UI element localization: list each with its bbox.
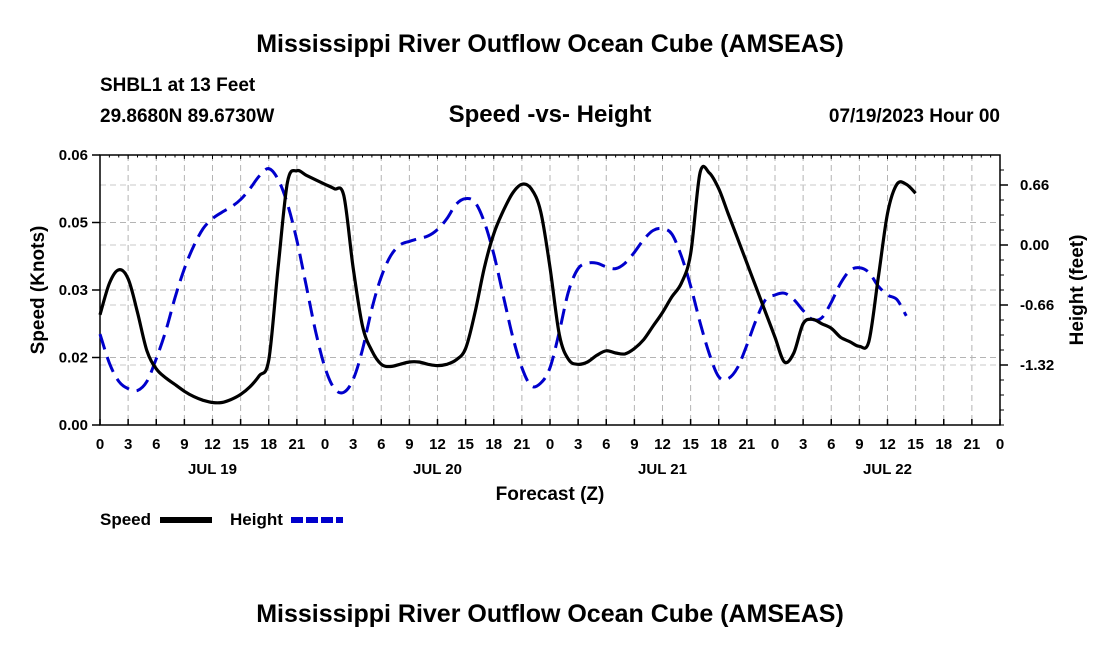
x-tick-label: 0 — [546, 436, 554, 453]
legend-speed-label: Speed — [100, 510, 151, 529]
left-tick-label: 0.06 — [59, 147, 88, 164]
x-tick-label: 12 — [654, 436, 671, 453]
x-tick-label: 21 — [289, 436, 306, 453]
left-tick-label: 0.03 — [59, 282, 88, 299]
right-axis-label: Height (feet) — [1067, 235, 1088, 346]
forecast-date-label: 07/19/2023 Hour 00 — [828, 106, 1000, 127]
right-tick-label: -0.66 — [1020, 297, 1054, 314]
x-tick-label: 9 — [855, 436, 863, 453]
day-label: JUL 21 — [638, 461, 687, 478]
x-tick-label: 15 — [232, 436, 249, 453]
right-tick-label: 0.00 — [1020, 237, 1049, 254]
station-label: SHBL1 at 13 Feet — [100, 75, 256, 96]
left-axis-label: Speed (Knots) — [28, 226, 49, 355]
x-tick-label: 6 — [377, 436, 385, 453]
x-tick-label: 6 — [152, 436, 160, 453]
right-tick-label: 0.66 — [1020, 177, 1049, 194]
x-tick-label: 0 — [96, 436, 104, 453]
x-tick-label: 6 — [827, 436, 835, 453]
x-tick-label: 21 — [514, 436, 531, 453]
legend: Speed Height — [100, 510, 343, 529]
x-tick-label: 3 — [574, 436, 582, 453]
x-tick-label: 18 — [260, 436, 277, 453]
coordinates-label: 29.8680N 89.6730W — [100, 106, 275, 127]
x-tick-label: 15 — [682, 436, 699, 453]
x-tick-label: 3 — [349, 436, 357, 453]
x-tick-label: 21 — [739, 436, 756, 453]
x-tick-label: 18 — [485, 436, 502, 453]
x-tick-label: 18 — [710, 436, 727, 453]
x-axis-label: Forecast (Z) — [496, 484, 605, 505]
x-tick-label: 12 — [879, 436, 896, 453]
x-tick-label: 6 — [602, 436, 610, 453]
left-tick-label: 0.05 — [59, 215, 88, 232]
left-tick-label: 0.02 — [59, 350, 88, 367]
x-tick-label: 15 — [907, 436, 924, 453]
legend-height-label: Height — [230, 510, 283, 529]
height-series-line — [98, 167, 908, 395]
day-label: JUL 22 — [863, 461, 912, 478]
chart-subtitle: Speed -vs- Height — [448, 101, 652, 128]
x-tick-label: 21 — [964, 436, 981, 453]
x-tick-label: 3 — [124, 436, 132, 453]
footer-title: Mississippi River Outflow Ocean Cube (AM… — [256, 600, 844, 628]
grid-lines — [100, 155, 1000, 425]
x-tick-label: 0 — [771, 436, 779, 453]
x-tick-label: 3 — [799, 436, 807, 453]
x-tick-label: 9 — [630, 436, 638, 453]
x-tick-label: 18 — [935, 436, 952, 453]
x-tick-label: 9 — [405, 436, 413, 453]
x-tick-label: 15 — [457, 436, 474, 453]
left-tick-label: 0.00 — [59, 417, 88, 434]
x-tick-label: 9 — [180, 436, 188, 453]
x-tick-label: 12 — [429, 436, 446, 453]
speed-series-line — [98, 164, 917, 405]
x-tick-label: 0 — [321, 436, 329, 453]
day-label: JUL 19 — [188, 461, 237, 478]
right-tick-label: -1.32 — [1020, 357, 1054, 374]
chart-title: Mississippi River Outflow Ocean Cube (AM… — [256, 30, 844, 58]
x-tick-label: 0 — [996, 436, 1004, 453]
x-tick-label: 12 — [204, 436, 221, 453]
day-label: JUL 20 — [413, 461, 462, 478]
axis-ticks: 0 3 6 9 12 15 18 21 0 3 6 9 12 15 18 21 0 3 6 9 12 15 18 21 0 3 6 9… — [59, 147, 1054, 478]
